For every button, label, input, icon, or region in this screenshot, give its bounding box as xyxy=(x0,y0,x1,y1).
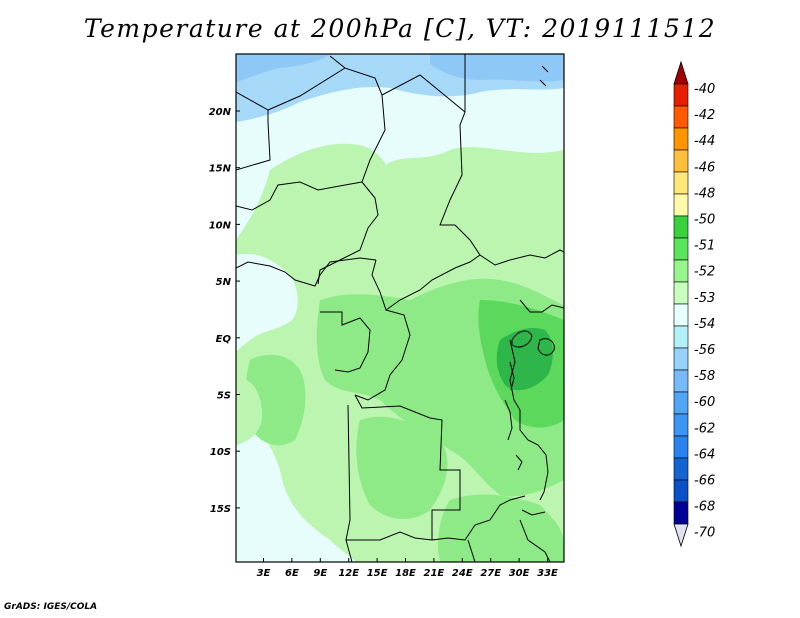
longitude-axis: 3E 6E 9E 12E 15E 18E 21E 24E 27E 30E 33E xyxy=(257,558,558,579)
colorbar-swatch xyxy=(673,479,689,503)
colorbar-swatch xyxy=(673,171,689,195)
colorbar-swatch xyxy=(673,149,689,173)
colorbar-label: -64 xyxy=(694,447,715,462)
colorbar-label: -52 xyxy=(694,265,715,280)
colorbar-swatch xyxy=(673,127,689,151)
colorbar-label: -54 xyxy=(694,317,715,332)
lat-tick-label: 5N xyxy=(216,277,232,288)
lon-tick-label: 3E xyxy=(257,568,271,579)
colorbar-swatch xyxy=(673,391,689,415)
field-green-north xyxy=(236,143,564,300)
temperature-field xyxy=(236,54,564,562)
field-pale-cyan-west xyxy=(236,253,298,352)
colorbar-label: -46 xyxy=(694,160,715,175)
colorbar-bottom-triangle xyxy=(673,523,689,548)
colorbar-swatch xyxy=(673,413,689,437)
field-green-south xyxy=(356,416,448,520)
colorbar-swatch xyxy=(673,237,689,261)
colorbar-label: -44 xyxy=(694,134,715,149)
colorbar-label: -66 xyxy=(694,474,715,489)
colorbar-label: -40 xyxy=(694,82,715,97)
colorbar-label: -51 xyxy=(694,239,715,254)
lon-tick-label: 6E xyxy=(285,568,299,579)
field-mid-blue-b xyxy=(430,54,564,82)
lon-tick-label: 33E xyxy=(537,568,558,579)
colorbar-swatch xyxy=(673,105,689,129)
field-mid-blue-a xyxy=(236,54,330,82)
lat-tick-label: 5S xyxy=(217,391,231,402)
colorbar-label: -58 xyxy=(694,369,715,384)
colorbar: -40 -42 -44 -46 -48 -50 -51 -52 -53 -54 -56 -58 -60 -… xyxy=(673,60,715,548)
lat-tick-label: 15N xyxy=(209,164,232,175)
lon-tick-label: 12E xyxy=(338,568,359,579)
colorbar-label: -48 xyxy=(694,186,715,201)
colorbar-label: -50 xyxy=(694,213,715,228)
colorbar-swatch xyxy=(673,259,689,283)
latitude-axis: 20N 15N 10N 5N EQ 5S 10S 15S xyxy=(209,107,240,515)
colorbar-label: -68 xyxy=(694,500,715,515)
field-pale-cyan-southwest xyxy=(236,424,356,562)
colorbar-swatch xyxy=(673,193,689,217)
colorbar-swatch xyxy=(673,281,689,305)
credit-text: GrADS: IGES/COLA xyxy=(4,602,98,612)
lon-tick-label: 9E xyxy=(313,568,327,579)
colorbar-swatch xyxy=(673,347,689,371)
colorbar-label: -60 xyxy=(694,395,715,410)
chart-title: Temperature at 200hPa [C], VT: 201911151… xyxy=(83,14,717,43)
colorbar-swatch xyxy=(673,457,689,481)
field-light-green-southwest xyxy=(236,379,263,445)
lon-tick-label: 18E xyxy=(395,568,416,579)
colorbar-label: -53 xyxy=(694,291,715,306)
colorbar-label: -62 xyxy=(694,421,715,436)
lon-tick-label: 24E xyxy=(452,568,473,579)
lat-tick-label: 10N xyxy=(209,220,232,231)
lon-tick-label: 27E xyxy=(480,568,501,579)
colorbar-swatch xyxy=(673,303,689,327)
colorbar-swatch xyxy=(673,501,689,525)
colorbar-swatch xyxy=(673,215,689,239)
colorbar-label: -42 xyxy=(694,108,715,123)
country-borders xyxy=(236,54,564,562)
lon-tick-label: 15E xyxy=(367,568,388,579)
colorbar-swatch xyxy=(673,325,689,349)
colorbar-swatch xyxy=(673,435,689,459)
lat-tick-label: 10S xyxy=(210,447,231,458)
lat-tick-label: 15S xyxy=(210,504,231,515)
lon-tick-label: 21E xyxy=(424,568,445,579)
colorbar-swatch xyxy=(673,83,689,107)
map-frame xyxy=(235,53,565,563)
lat-tick-label: EQ xyxy=(216,334,232,345)
colorbar-top-triangle xyxy=(673,60,689,85)
lon-tick-label: 30E xyxy=(509,568,530,579)
colorbar-swatch xyxy=(673,369,689,393)
lat-tick-label: 20N xyxy=(209,107,232,118)
colorbar-label: -56 xyxy=(694,343,715,358)
colorbar-label: -70 xyxy=(694,526,715,541)
